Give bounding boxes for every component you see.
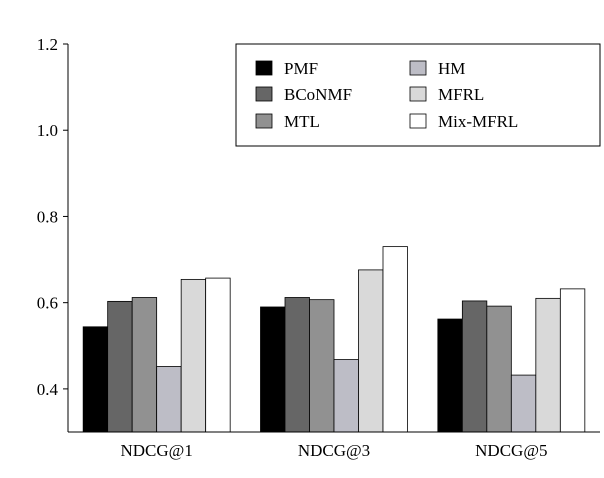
bar-mtl-ndcg-at-1 — [131, 297, 158, 433]
x-category-label: NDCG@5 — [475, 441, 547, 460]
x-category-labels: NDCG@1 NDCG@3 NDCG@5 — [121, 441, 548, 460]
x-category-label: NDCG@3 — [298, 441, 370, 460]
bar-mfrl-ndcg-at-5 — [535, 297, 561, 433]
y-tick-label: 1.0 — [37, 121, 58, 140]
bar-mfrl-ndcg-at-3 — [358, 269, 384, 433]
bar-bconmf-ndcg-at-1 — [107, 300, 133, 433]
x-category-label: NDCG@1 — [121, 441, 193, 460]
y-tick-label: 0.4 — [37, 380, 59, 399]
bar-pmf-ndcg-at-5 — [437, 318, 463, 433]
bars-layer — [82, 246, 586, 433]
y-ticks: 0.4 0.6 0.8 1.0 1.2 — [37, 35, 68, 399]
bar-pmf-ndcg-at-3 — [260, 306, 286, 433]
legend-label: BCoNMF — [284, 85, 352, 104]
bar-bconmf-ndcg-at-3 — [284, 297, 310, 433]
y-tick-label: 1.2 — [37, 35, 58, 54]
legend-swatch — [409, 113, 427, 129]
legend-swatch — [409, 60, 427, 76]
bar-mfrl-ndcg-at-1 — [180, 278, 207, 433]
legend-swatch — [255, 86, 273, 102]
legend-label: HM — [438, 59, 465, 78]
legend-label: MTL — [284, 112, 320, 131]
bar-hm-ndcg-at-1 — [156, 366, 182, 433]
bar-mix-mfrl-ndcg-at-3 — [382, 246, 408, 433]
legend-swatch — [409, 86, 427, 102]
bar-hm-ndcg-at-5 — [510, 374, 537, 433]
bar-hm-ndcg-at-3 — [333, 359, 359, 433]
legend-swatch — [255, 60, 273, 76]
bar-bconmf-ndcg-at-5 — [461, 300, 488, 433]
bar-pmf-ndcg-at-1 — [82, 326, 109, 433]
y-tick-label: 0.6 — [37, 294, 58, 313]
legend-label: Mix-MFRL — [438, 112, 518, 131]
bar-mix-mfrl-ndcg-at-5 — [559, 288, 586, 433]
bar-mtl-ndcg-at-3 — [309, 299, 335, 433]
y-tick-label: 0.8 — [37, 207, 58, 226]
legend-label: MFRL — [438, 85, 484, 104]
legend-swatch — [255, 113, 273, 129]
legend-label: PMF — [284, 59, 318, 78]
legend: PMF BCoNMF MTL HM MFRL Mix-MFRL — [235, 43, 601, 147]
bar-mix-mfrl-ndcg-at-1 — [205, 277, 231, 433]
bar-mtl-ndcg-at-5 — [486, 305, 512, 433]
